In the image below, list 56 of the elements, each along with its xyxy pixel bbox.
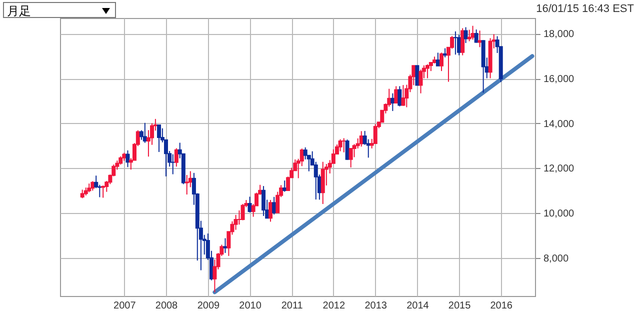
- candlestick: [418, 69, 423, 94]
- y-tick-label: 18,000: [544, 29, 575, 40]
- y-tick-label: 8,000: [544, 253, 569, 264]
- candlestick: [240, 203, 245, 221]
- candlestick: [282, 180, 287, 192]
- text: 16/01/15 16:43 EST: [536, 3, 634, 15]
- y-tick-label: 10,000: [544, 208, 575, 220]
- x-tick-label: 2012: [322, 300, 346, 312]
- candlestick: [342, 138, 346, 153]
- candlestick: [184, 174, 189, 196]
- x-tick-label: 2011: [281, 300, 304, 312]
- candlestick: [359, 130, 364, 148]
- candlestick: [314, 161, 318, 200]
- candlestick: [439, 52, 444, 72]
- candlestick: [262, 186, 266, 216]
- candlestick: [398, 86, 402, 107]
- candlestick: [345, 139, 350, 160]
- candlestick: [460, 28, 465, 56]
- candlestick: [478, 30, 482, 48]
- x-tick-label: 2015: [448, 300, 472, 312]
- candlestick: [142, 122, 147, 144]
- candlestick: [268, 199, 273, 222]
- y-tick-label: 14,000: [544, 118, 575, 130]
- candlestick: [394, 86, 398, 104]
- x-tick-label: 2007: [114, 300, 136, 312]
- candlestick: [223, 238, 228, 254]
- candlestick: [320, 161, 325, 204]
- dropdown-field: 月足: [3, 2, 116, 18]
- candlestick: [174, 148, 178, 168]
- candlestick: [401, 84, 406, 106]
- x-tick-label: 2008: [155, 300, 178, 312]
- candlestick: [464, 26, 468, 44]
- candlestick: [126, 150, 130, 168]
- x-tick-label: 2014: [406, 300, 430, 312]
- candlestick: [303, 146, 308, 160]
- y-tick-label: 16,000: [544, 74, 575, 86]
- candlestick: [234, 214, 238, 230]
- candlestick: [474, 29, 478, 44]
- x-tick-label: 2010: [239, 300, 262, 312]
- candlestick: [470, 25, 475, 40]
- candlestick: [338, 138, 342, 152]
- y-tick-label: 12,000: [544, 164, 575, 175]
- candlestick: [170, 154, 175, 175]
- x-tick-label: 2016: [490, 300, 513, 312]
- candlestick: [157, 124, 162, 152]
- candlestick: [457, 34, 462, 56]
- candlestick: [101, 185, 106, 198]
- candlestick: [348, 148, 353, 168]
- candlestick: [415, 64, 420, 86]
- candlestick: [248, 196, 252, 213]
- candlestick: [453, 30, 458, 56]
- candlestick: [390, 92, 395, 112]
- x-tick-label: 2013: [364, 300, 388, 312]
- candlestick: [426, 64, 430, 79]
- candlestick: [436, 52, 440, 66]
- x-tick-label: 2009: [197, 300, 220, 312]
